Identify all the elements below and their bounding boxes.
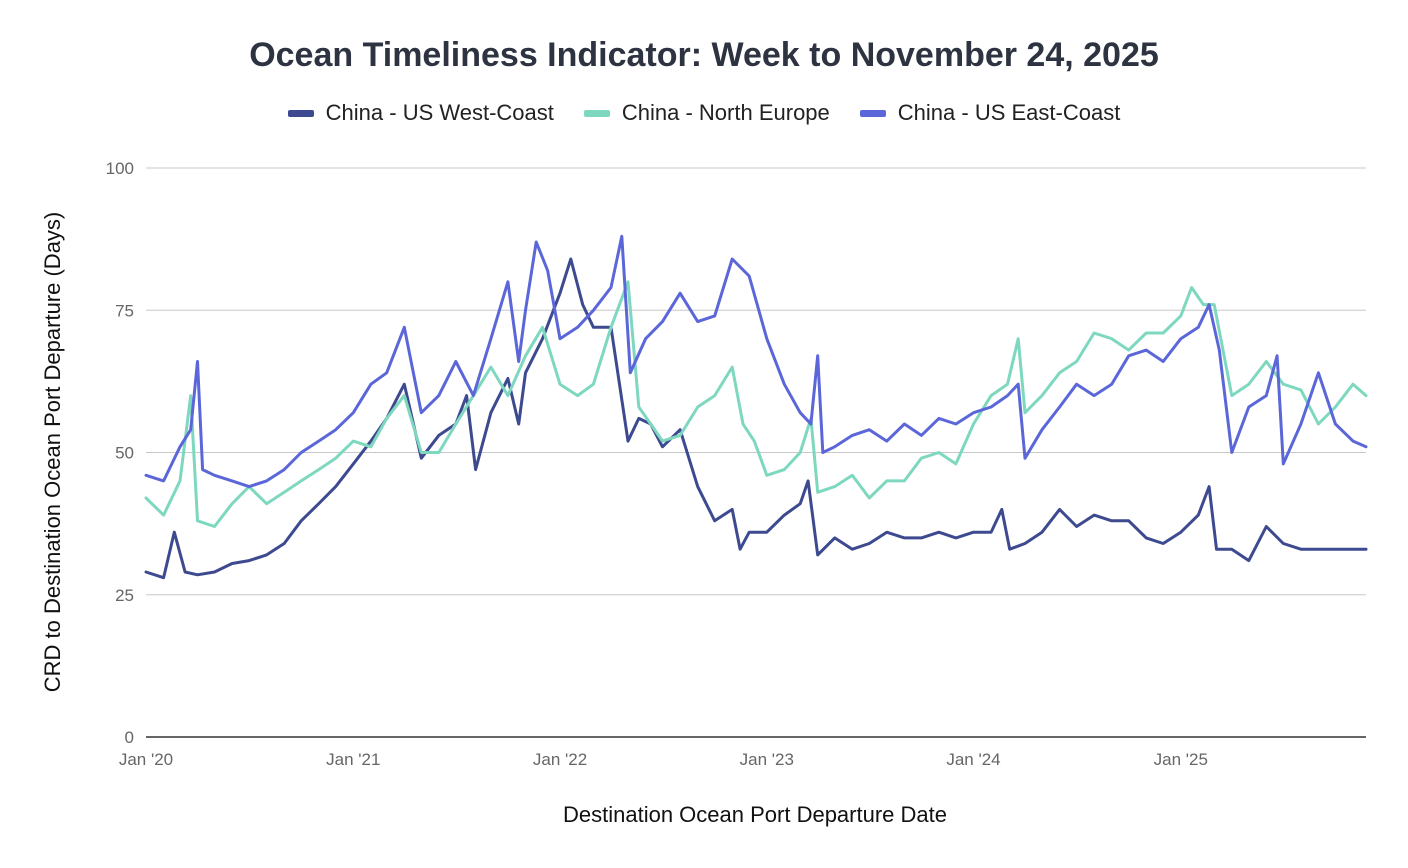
series-line-2[interactable] bbox=[144, 234, 1368, 489]
legend-item-east-coast[interactable]: China - US East-Coast bbox=[859, 100, 1121, 126]
legend-swatch-east-coast bbox=[859, 109, 886, 117]
x-axis-label: Destination Ocean Port Departure Date bbox=[563, 802, 947, 827]
grid bbox=[146, 167, 1366, 738]
legend-swatch-north-europe bbox=[583, 109, 610, 117]
x-tick-label: Jan '25 bbox=[1154, 750, 1208, 769]
y-tick-label: 25 bbox=[115, 586, 134, 605]
series-line-1[interactable] bbox=[144, 280, 1368, 528]
legend-swatch-west-coast bbox=[287, 109, 314, 117]
x-tick-label: Jan '23 bbox=[740, 750, 794, 769]
x-tick-label: Jan '20 bbox=[119, 750, 173, 769]
legend-item-west-coast[interactable]: China - US West-Coast bbox=[287, 100, 554, 126]
series-lines bbox=[144, 234, 1368, 580]
legend-item-north-europe[interactable]: China - North Europe bbox=[583, 100, 830, 126]
y-axis-label: CRD to Destination Ocean Port Departure … bbox=[40, 212, 65, 693]
legend-label-north-europe: China - North Europe bbox=[621, 100, 830, 125]
x-axis-ticks: Jan '20 Jan '21 Jan '22 Jan '23 Jan '24 Jan '… bbox=[119, 750, 1208, 769]
y-axis-ticks: 0 25 50 75 100 bbox=[106, 159, 134, 747]
x-tick-label: Jan '24 bbox=[946, 750, 1000, 769]
y-tick-label: 100 bbox=[106, 159, 134, 178]
x-tick-label: Jan '21 bbox=[326, 750, 380, 769]
x-tick-label: Jan '22 bbox=[533, 750, 587, 769]
y-tick-label: 75 bbox=[115, 301, 134, 320]
legend-label-west-coast: China - US West-Coast bbox=[325, 100, 554, 125]
chart-title: Ocean Timeliness Indicator: Week to Nove… bbox=[249, 36, 1159, 74]
series-line-0[interactable] bbox=[144, 257, 1368, 580]
legend-label-east-coast: China - US East-Coast bbox=[897, 100, 1121, 125]
y-tick-label: 0 bbox=[125, 728, 134, 747]
y-tick-label: 50 bbox=[115, 444, 134, 463]
legend: China - US West-Coast China - North Euro… bbox=[0, 100, 1408, 126]
